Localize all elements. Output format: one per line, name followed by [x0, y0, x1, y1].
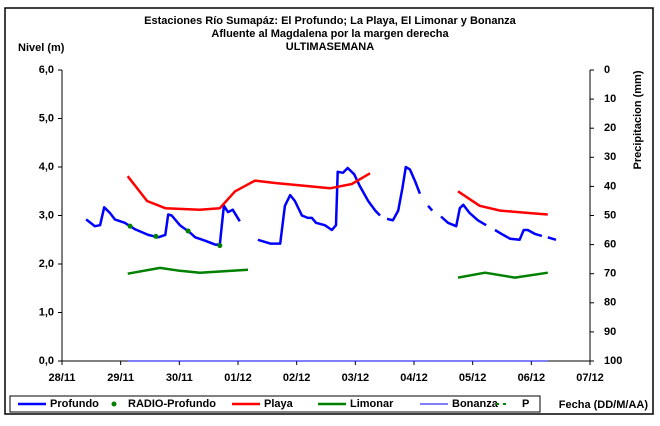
data-point	[217, 243, 223, 249]
legend-label: RADIO-Profundo	[128, 398, 216, 410]
y-tick-label: 0,0	[39, 355, 54, 367]
legend-label: Playa	[264, 398, 294, 410]
x-tick-label: 06/12	[518, 372, 546, 384]
y-tick-label: 2,0	[39, 258, 54, 270]
x-tick-label: 28/11	[49, 372, 76, 384]
legend-label: Limonar	[350, 398, 394, 410]
data-point	[185, 228, 191, 234]
y-tick-label: 3,0	[39, 209, 54, 221]
y-tick-label: 5,0	[39, 112, 54, 124]
x-tick-label: 03/12	[342, 372, 370, 384]
chart-title: Estaciones Río Sumapáz: El Profundo; La …	[144, 15, 517, 27]
x-axis-label: Fecha (DD/M/AA)	[559, 399, 649, 411]
y-tick-label: 4,0	[39, 161, 54, 173]
chart-frame	[4, 7, 654, 415]
x-tick-label: 02/12	[283, 372, 311, 384]
x-tick-label: 30/11	[166, 372, 193, 384]
y-tick-label: 1,0	[39, 306, 54, 318]
x-tick-label: 04/12	[400, 372, 428, 384]
y2-tick-label: 20	[604, 122, 616, 134]
y2-tick-label: 80	[604, 297, 616, 309]
y-axis-label: Nivel (m)	[18, 42, 65, 54]
y2-tick-label: 0	[604, 64, 610, 76]
y2-axis-label: Precipitacion (mm)	[632, 70, 644, 169]
legend-label: Profundo	[50, 398, 99, 410]
y2-tick-label: 30	[604, 151, 616, 163]
x-tick-label: 01/12	[224, 372, 252, 384]
chart-subtitle: ULTIMASEMANA	[286, 41, 374, 53]
legend-box	[9, 395, 541, 413]
data-point	[153, 233, 159, 239]
series-line	[126, 172, 548, 216]
data-point	[127, 223, 133, 229]
series-line	[127, 266, 548, 279]
series-line	[85, 165, 557, 246]
y2-tick-label: 70	[604, 268, 616, 280]
x-tick-label: 29/11	[107, 372, 134, 384]
legend-label: Bonanza	[452, 398, 499, 410]
x-tick-label: 07/12	[576, 372, 604, 384]
y2-tick-label: 90	[604, 326, 616, 338]
y2-tick-label: 100	[604, 355, 622, 367]
y2-tick-label: 60	[604, 239, 616, 251]
y2-tick-label: 50	[604, 209, 616, 221]
chart-subtitle: Afluente al Magdalena por la margen dere…	[211, 28, 449, 40]
legend-label: P	[522, 398, 529, 410]
y2-tick-label: 40	[604, 180, 616, 192]
y2-tick-label: 10	[604, 93, 616, 105]
legend-symbol	[111, 401, 117, 407]
y-tick-label: 6,0	[39, 64, 54, 76]
x-tick-label: 05/12	[459, 372, 487, 384]
